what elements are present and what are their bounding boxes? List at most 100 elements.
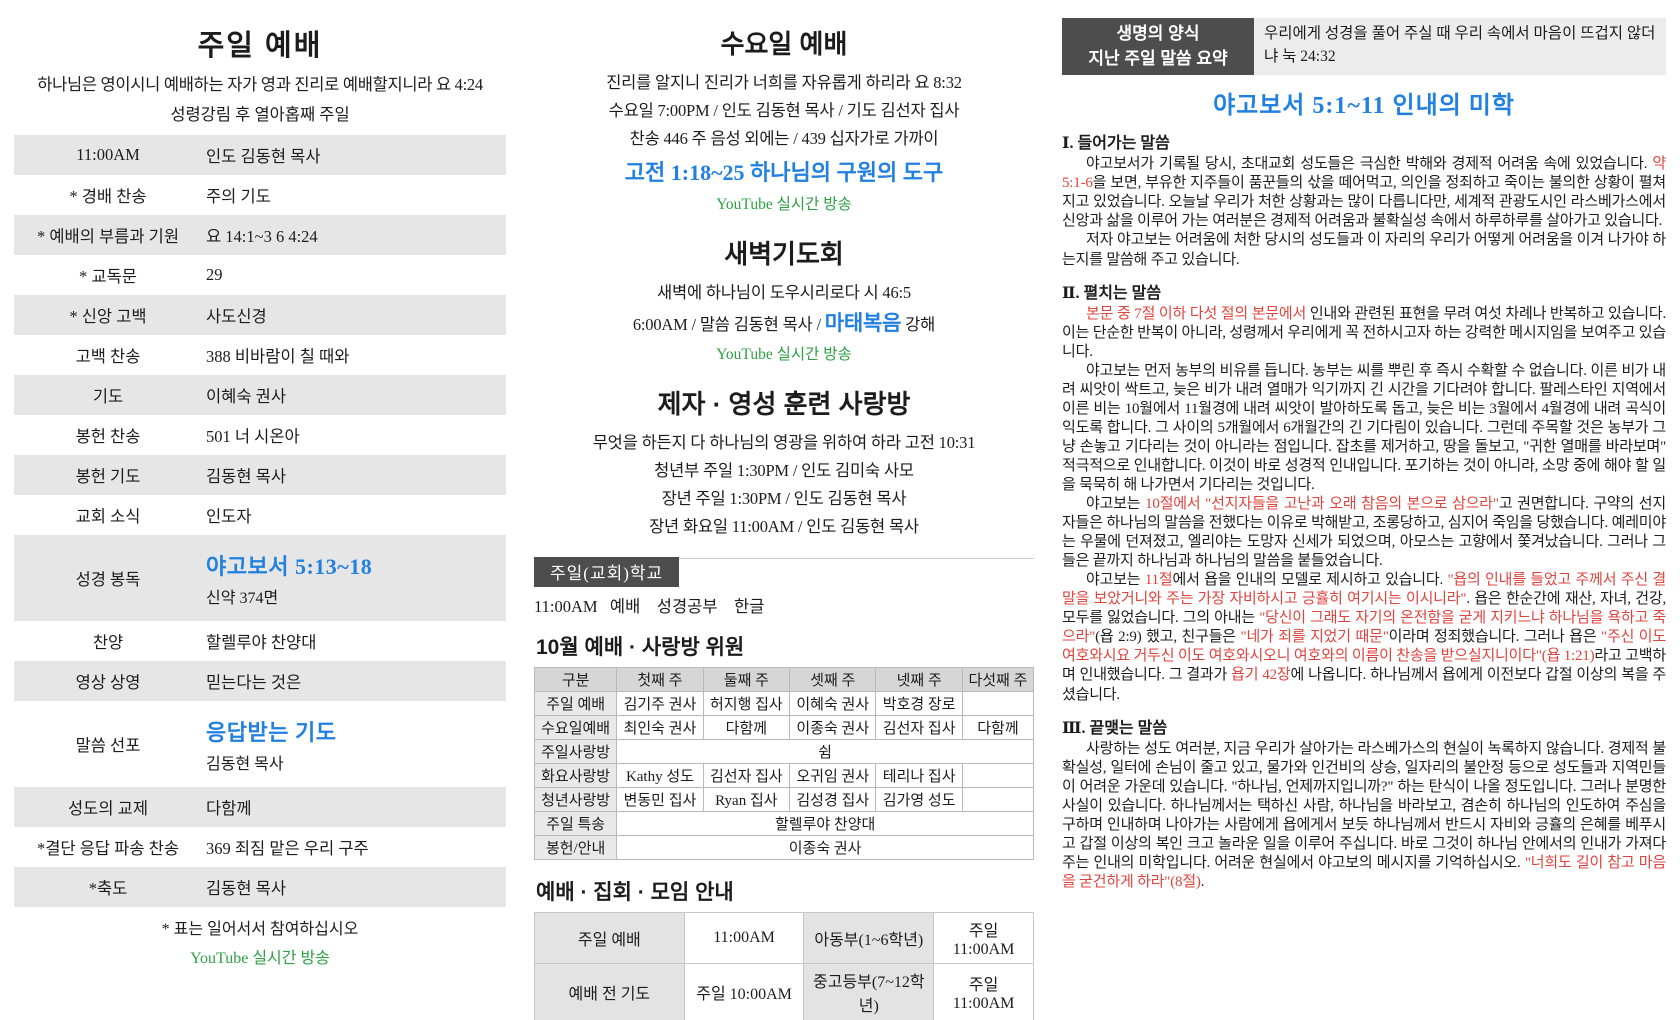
sunday-school-badge: 주일(교회)학교 — [534, 557, 680, 587]
text-segment: 에서 욥을 인내의 모델로 제시하고 있습니다. — [1172, 572, 1448, 589]
table-cell: 테리나 집사 — [875, 763, 963, 788]
committee-table: 구분 첫째 주 둘째 주 셋째 주 넷째 주 다섯째 주 주일 예배 김기주 권사 허지행 집사… — [533, 667, 1035, 860]
divider — [679, 558, 1034, 559]
text-segment: 고 권면합니다. 구약의 선지자들은 하나님의 말씀을 전했다는 이유로 박해받… — [1062, 496, 1666, 570]
table-cell: 김기주 권사 — [616, 691, 704, 716]
order-item-value: 할렐루야 찬양대 — [206, 633, 317, 652]
table-cell: 쉼 — [616, 739, 1034, 764]
row-label-cell: 화요사랑방 — [533, 763, 618, 788]
worship-order-row: 교회 소식 인도자 — [14, 495, 506, 535]
badge-line-2: 지난 주일 말씀 요약 — [1088, 48, 1228, 68]
youtube-live-label: YouTube 실시간 방송 — [190, 950, 330, 967]
order-item-label: 교회 소식 — [75, 507, 141, 526]
discipleship-verse: 무엇을 하든지 다 하나님의 영광을 위하여 하라 고전 10:31 — [592, 433, 976, 452]
table-cell: 김성경 집사 — [789, 787, 877, 812]
order-item-label: * 경배 찬송 — [69, 187, 147, 206]
order-item-label: 기도 — [92, 387, 124, 406]
table-cell: 최인숙 권사 — [616, 715, 704, 740]
text-segment: 이라며 정죄했습니다. 그러나 욥은 — [1388, 629, 1602, 646]
order-item-label: *축도 — [88, 879, 128, 898]
worship-order-row: 성도의 교제 다함께 — [14, 787, 506, 827]
discipleship-adult-sunday: 장년 주일 1:30PM / 인도 김동현 목사 — [661, 489, 907, 508]
table-cell: 다함께 — [961, 715, 1035, 740]
text-segment: 저자 야고보는 어려움에 처한 당시의 성도들과 이 자리의 우리가 어떻게 어… — [1062, 232, 1666, 268]
worship-order-row: * 경배 찬송 주의 기도 — [14, 175, 506, 215]
discipleship-title: 제자 · 영성 훈련 사랑방 — [657, 389, 911, 419]
sermon-paragraph: 본문 중 7절 이하 다섯 절의 본문에서 인내와 관련된 표현을 무려 여섯 … — [1062, 305, 1666, 362]
order-item-value: 다함께 — [206, 799, 252, 818]
time-cell: 주일 11:00AM — [933, 963, 1034, 1020]
wednesday-hymns: 찬송 446 주 음성 외에는 / 439 십자가로 가까이 — [629, 129, 939, 148]
time-cell: 주일 11:00AM — [933, 912, 1034, 964]
order-item-value: 김동현 목사 — [206, 467, 287, 486]
table-header-row: 구분 첫째 주 둘째 주 셋째 주 넷째 주 다섯째 주 — [533, 667, 1035, 692]
worship-order-row: 말씀 선포 응답받는 기도 김동현 목사 — [14, 701, 506, 787]
text-segment: 욥기 42장 — [1231, 667, 1291, 684]
table-row: 주일 예배 김기주 권사 허지행 집사 이혜숙 권사 박호경 장로 — [533, 691, 1035, 716]
order-item-label: * 예배의 부름과 기원 — [36, 227, 180, 246]
worship-order-row: * 신앙 고백 사도신경 — [14, 295, 506, 335]
sunday-school-section: 주일(교회)학교 11:00AM 예배 성경공부 한글 — [534, 557, 1034, 617]
discipleship-adult-tuesday: 장년 화요일 11:00AM / 인도 김동현 목사 — [649, 517, 919, 536]
text-segment: "욥의 인내를 들었고 주께서 주신 결말을 보았거니와 주는 가장 자비하시고… — [1062, 572, 1666, 608]
text-segment: 10절에서 "선지자들을 고난과 오래 참음의 본으로 삼으라" — [1145, 496, 1499, 513]
order-item-label: 봉헌 찬송 — [75, 427, 141, 446]
sunday-school-schedule: 11:00AM 예배 성경공부 한글 — [534, 597, 765, 616]
text-segment: "네가 죄를 지었기 때문" — [1240, 629, 1389, 646]
sermon-summary-column: 생명의 양식 지난 주일 말씀 요약 우리에게 성경을 풀어 주실 때 우리 속… — [1062, 14, 1670, 1020]
wednesday-worship-section: 수요일 예배 진리를 알지니 진리가 너희를 자유롭게 하리라 요 8:32 수… — [534, 24, 1034, 214]
row-label-cell: 주일 특송 — [533, 811, 618, 836]
order-item-subvalue: 김동현 목사 — [206, 755, 284, 773]
text-segment: . — [1200, 873, 1205, 890]
worship-order-row: 11:00AM 인도 김동현 목사 — [14, 135, 506, 175]
order-item-label: 고백 찬송 — [75, 347, 141, 366]
table-cell: 김가영 성도 — [875, 787, 963, 812]
text-segment: 약 5:1-6 — [1062, 156, 1666, 192]
table-cell: 할렐루야 찬양대 — [616, 811, 1034, 836]
text-segment: "주신 이도 여호와시요 거두신 이도 여호와시오니 여호와의 이름이 찬송을 … — [1062, 629, 1667, 665]
table-cell: 이혜숙 권사 — [789, 691, 877, 716]
worship-order-row: *결단 응답 파송 찬송 369 죄짐 맡은 우리 구주 — [14, 827, 506, 867]
text-segment: "너희도 길이 참고 마음을 굳건하게 하라"(8절) — [1062, 854, 1666, 890]
middle-column: 수요일 예배 진리를 알지니 진리가 너희를 자유롭게 하리라 요 8:32 수… — [533, 14, 1035, 1020]
text-segment: 사랑하는 성도 여러분, 지금 우리가 살아가는 라스베가스의 현실이 녹록하지… — [1062, 740, 1666, 871]
meetings-table-title: 예배 · 집회 · 모임 안내 — [536, 881, 734, 904]
column-header: 넷째 주 — [875, 667, 963, 692]
sermon-paragraph: 저자 야고보는 어려움에 처한 당시의 성도들과 이 자리의 우리가 어떻게 어… — [1062, 231, 1666, 269]
column-header: 첫째 주 — [616, 667, 704, 692]
sunday-worship-column: 주일 예배 하나님은 영이시니 예배하는 자가 영과 진리로 예배할지니라 요 … — [14, 14, 506, 1020]
table-cell: 김선자 집사 — [702, 763, 791, 788]
table-cell: 변동민 집사 — [616, 787, 704, 812]
text-segment: 야고보는 먼저 농부의 비유를 듭니다. 농부는 씨를 뿌린 후 즉시 수확할 … — [1062, 362, 1666, 493]
time-cell: 11:00AM — [683, 912, 805, 964]
sermon-paragraph: 사랑하는 성도 여러분, 지금 우리가 살아가는 라스베가스의 현실이 녹록하지… — [1062, 740, 1666, 892]
wednesday-worship-title: 수요일 예배 — [720, 29, 848, 59]
sermon-section-heading: Ⅰ. 들어가는 말씀 — [1062, 135, 1170, 153]
text-segment: 야고보서가 기록될 당시, 초대교회 성도들은 극심한 박해와 경제적 어려움 … — [1086, 156, 1653, 173]
row-label-cell: 주일 예배 — [534, 912, 685, 964]
order-item-value: 이혜숙 권사 — [206, 387, 287, 406]
order-item-value: 요 14:1~3 6 4:24 — [206, 227, 318, 246]
bread-of-life-badge: 생명의 양식 지난 주일 말씀 요약 — [1062, 18, 1254, 76]
column-header: 셋째 주 — [789, 667, 877, 692]
youtube-live-label: YouTube 실시간 방송 — [716, 346, 852, 363]
wednesday-schedule: 수요일 7:00PM / 인도 김동현 목사 / 기도 김선자 집사 — [608, 101, 960, 120]
table-cell: 김선자 집사 — [875, 715, 963, 740]
worship-order-row: 기도 이혜숙 권사 — [14, 375, 506, 415]
sunday-worship-verse: 하나님은 영이시니 예배하는 자가 영과 진리로 예배할지니라 요 4:24 — [37, 75, 483, 94]
sermon-title: 야고보서 5:1~11 인내의 미학 — [1213, 93, 1515, 120]
dawn-book-title: 마태복음 — [824, 311, 902, 335]
text-segment: 본문 중 7절 이하 다섯 절의 본문에서 — [1086, 305, 1307, 322]
order-item-value: 29 — [206, 265, 223, 284]
table-cell — [961, 763, 1035, 788]
order-item-value: 인도 김동현 목사 — [206, 147, 321, 166]
table-cell — [961, 787, 1035, 812]
table-row: 주일사랑방 쉼 — [533, 739, 1034, 764]
row-label-cell: 청년사랑방 — [533, 787, 618, 812]
column-header: 구분 — [533, 667, 618, 692]
dawn-schedule: 6:00AM / 말씀 김동현 목사 / 마태복음 강해 — [632, 311, 936, 335]
wednesday-verse: 진리를 알지니 진리가 너희를 자유롭게 하리라 요 8:32 — [606, 73, 962, 92]
table-row: 예배 전 기도 주일 10:00AM 중고등부(7~12학년) 주일 11:00AM — [534, 963, 1034, 1020]
